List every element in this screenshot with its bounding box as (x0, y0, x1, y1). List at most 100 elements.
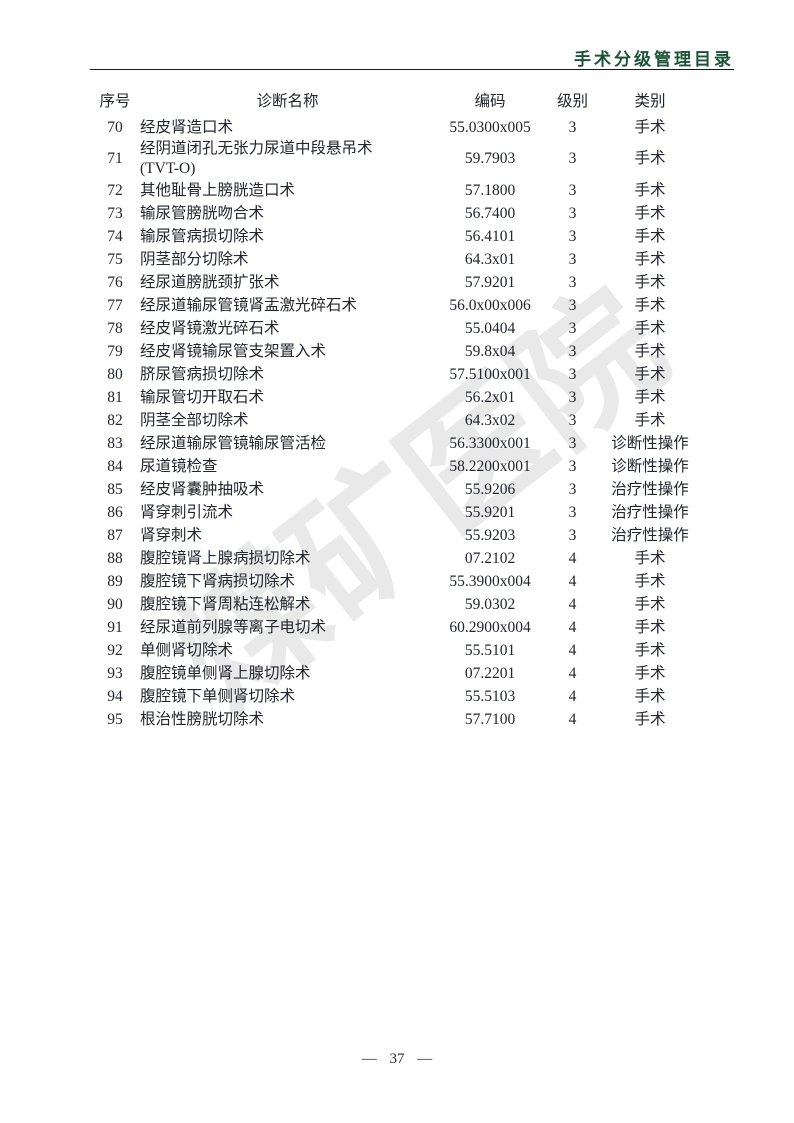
row-category: 手术 (634, 641, 666, 659)
row-name: 经尿道输尿管镜肾盂激光碎石术 (140, 296, 358, 314)
row-name: 其他耻骨上膀胱造口术 (140, 181, 296, 199)
row-name: 尿道镜检查 (140, 457, 218, 475)
table-row: 80 脐尿管病损切除术 57.5100x001 3 手术 (90, 363, 700, 386)
row-name: 单侧肾切除术 (140, 641, 234, 659)
row-category: 手术 (634, 572, 666, 590)
row-level: 3 (568, 342, 577, 360)
row-name: 脐尿管病损切除术 (140, 365, 265, 383)
row-name: 腹腔镜下肾病损切除术 (140, 572, 296, 590)
table-row: 93 腹腔镜单侧肾上腺切除术 07.2201 4 手术 (90, 662, 700, 685)
row-no: 75 (107, 250, 123, 268)
row-code: 56.4101 (464, 227, 516, 245)
row-no: 74 (107, 227, 123, 245)
row-level: 4 (568, 641, 577, 659)
header-divider (90, 69, 734, 70)
row-category: 诊断性操作 (611, 457, 689, 475)
row-code: 64.3x01 (464, 250, 516, 268)
row-category: 治疗性操作 (611, 503, 689, 521)
row-level: 4 (568, 618, 577, 636)
row-no: 90 (107, 595, 123, 613)
row-category: 手术 (634, 250, 666, 268)
table-row: 77 经尿道输尿管镜肾盂激光碎石术 56.0x00x006 3 手术 (90, 294, 700, 317)
row-name: 经皮肾囊肿抽吸术 (140, 480, 265, 498)
column-header-level: 级别 (556, 93, 588, 110)
row-no: 70 (107, 118, 123, 136)
table-row: 91 经尿道前列腺等离子电切术 60.2900x004 4 手术 (90, 616, 700, 639)
row-no: 95 (107, 710, 123, 728)
row-level: 4 (568, 549, 577, 567)
row-category: 诊断性操作 (611, 434, 689, 452)
row-category: 手术 (634, 296, 666, 314)
row-category: 手术 (634, 319, 666, 337)
table-row: 82 阴茎全部切除术 64.3x02 3 手术 (90, 409, 700, 432)
row-category: 手术 (634, 181, 666, 199)
table-row: 74 输尿管病损切除术 56.4101 3 手术 (90, 225, 700, 248)
row-name: 腹腔镜下单侧肾切除术 (140, 687, 296, 705)
row-level: 3 (568, 150, 577, 167)
row-code: 59.8x04 (464, 342, 516, 360)
row-name: 经皮肾造口术 (140, 118, 234, 136)
table-row: 88 腹腔镜肾上腺病损切除术 07.2102 4 手术 (90, 547, 700, 570)
row-level: 3 (568, 118, 577, 136)
row-category: 手术 (634, 687, 666, 705)
procedure-table-body: 70 经皮肾造口术 55.0300x005 3 手术 71 经阴道闭孔无张力尿道中段悬吊术 … (90, 116, 700, 731)
column-header-category: 类别 (634, 93, 666, 110)
row-code: 59.7903 (464, 150, 516, 167)
row-category: 手术 (634, 273, 666, 291)
row-no: 91 (107, 618, 123, 636)
page-number: — 37 — (361, 1051, 433, 1067)
row-category: 手术 (634, 411, 666, 429)
row-no: 73 (107, 204, 123, 222)
row-name: 经阴道闭孔无张力尿道中段悬吊术 (TVT-O) (140, 140, 373, 177)
table-row: 90 腹腔镜下肾周粘连松解术 59.0302 4 手术 (90, 593, 700, 616)
row-level: 3 (568, 204, 577, 222)
row-code: 58.2200x001 (449, 457, 531, 475)
row-name: 经尿道前列腺等离子电切术 (140, 618, 327, 636)
row-level: 4 (568, 572, 577, 590)
row-level: 3 (568, 319, 577, 337)
row-name: 阴茎部分切除术 (140, 250, 249, 268)
row-level: 4 (568, 664, 577, 682)
row-level: 3 (568, 434, 577, 452)
table-row: 81 输尿管切开取石术 56.2x01 3 手术 (90, 386, 700, 409)
row-no: 93 (107, 664, 123, 682)
table-row: 75 阴茎部分切除术 64.3x01 3 手术 (90, 248, 700, 271)
row-code: 55.5101 (464, 641, 516, 659)
table-row: 71 经阴道闭孔无张力尿道中段悬吊术 (TVT-O) 59.7903 3 手术 (90, 139, 700, 179)
row-code: 56.7400 (464, 204, 516, 222)
row-no: 80 (107, 365, 123, 383)
row-no: 83 (107, 434, 123, 452)
row-name: 腹腔镜肾上腺病损切除术 (140, 549, 311, 567)
row-no: 85 (107, 480, 123, 498)
row-name: 输尿管膀胱吻合术 (140, 204, 265, 222)
table-row: 85 经皮肾囊肿抽吸术 55.9206 3 治疗性操作 (90, 478, 700, 501)
row-level: 3 (568, 411, 577, 429)
table-row: 70 经皮肾造口术 55.0300x005 3 手术 (90, 116, 700, 139)
row-code: 55.9201 (464, 503, 516, 521)
row-code: 57.9201 (464, 273, 516, 291)
row-code: 07.2201 (464, 664, 516, 682)
row-name: 腹腔镜单侧肾上腺切除术 (140, 664, 311, 682)
row-code: 55.9203 (464, 526, 516, 544)
row-code: 60.2900x004 (449, 618, 531, 636)
row-no: 92 (107, 641, 123, 659)
table-row: 79 经皮肾镜输尿管支架置入术 59.8x04 3 手术 (90, 340, 700, 363)
row-no: 79 (107, 342, 123, 360)
table-row: 87 肾穿刺术 55.9203 3 治疗性操作 (90, 524, 700, 547)
row-name: 输尿管切开取石术 (140, 388, 265, 406)
row-no: 78 (107, 319, 123, 337)
row-no: 82 (107, 411, 123, 429)
row-code: 56.0x00x006 (449, 296, 531, 314)
row-code: 64.3x02 (464, 411, 516, 429)
row-level: 3 (568, 273, 577, 291)
row-name: 输尿管病损切除术 (140, 227, 265, 245)
row-category: 治疗性操作 (611, 480, 689, 498)
row-no: 81 (107, 388, 123, 406)
row-category: 手术 (634, 227, 666, 245)
row-code: 07.2102 (464, 549, 516, 567)
page-header-title: 手术分级管理目录 (574, 50, 734, 69)
row-level: 3 (568, 526, 577, 544)
row-code: 56.2x01 (464, 388, 516, 406)
row-name: 肾穿刺引流术 (140, 503, 234, 521)
row-category: 手术 (634, 388, 666, 406)
